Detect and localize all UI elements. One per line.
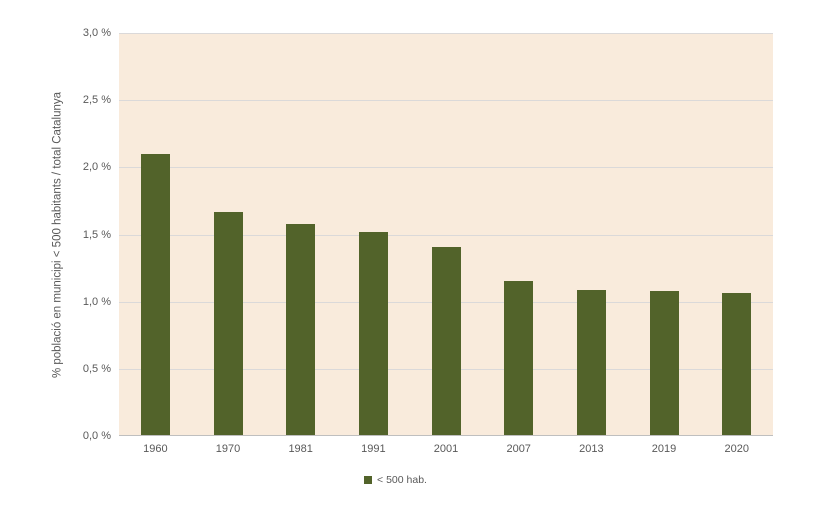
y-axis-tick-label: 0,0 % bbox=[82, 430, 111, 442]
x-axis-label: 2019 bbox=[651, 443, 677, 455]
x-axis-labels: 1960 1970 1981 1991 2001 2007 2013 2019 2020 bbox=[119, 443, 773, 455]
bar-slot bbox=[337, 32, 410, 435]
bar-slot bbox=[700, 32, 773, 435]
x-axis-label: 2007 bbox=[506, 443, 531, 455]
bar-slot bbox=[410, 32, 483, 435]
bar-slot bbox=[482, 32, 555, 435]
y-axis-tick-label: 2,5 % bbox=[82, 94, 111, 106]
bar-2020 bbox=[722, 293, 752, 435]
bar-slot bbox=[119, 32, 192, 435]
y-axis-tick-label: 3,0 % bbox=[82, 27, 111, 39]
gridline bbox=[119, 235, 773, 236]
bar-1981 bbox=[286, 224, 316, 435]
x-axis-label: 2001 bbox=[433, 443, 459, 455]
x-axis-label: 1960 bbox=[143, 443, 168, 455]
bar-2001 bbox=[431, 247, 461, 435]
bar-slot bbox=[192, 32, 265, 435]
bar-slot bbox=[555, 32, 628, 435]
gridline bbox=[119, 167, 773, 168]
plot-area bbox=[119, 33, 773, 436]
bar-slot bbox=[264, 32, 337, 435]
gridline bbox=[119, 33, 773, 34]
bar-1991 bbox=[358, 232, 388, 435]
bar-2007 bbox=[504, 281, 534, 435]
y-axis-tick-label: 0,5 % bbox=[82, 363, 111, 375]
gridline bbox=[119, 100, 773, 101]
bar-1970 bbox=[213, 212, 243, 435]
x-axis-label: 1970 bbox=[215, 443, 241, 455]
legend-series-marker-icon bbox=[364, 476, 373, 484]
x-axis-label: 1991 bbox=[361, 443, 386, 455]
y-axis-tick-label: 2,0 % bbox=[82, 161, 111, 173]
x-axis-label: 2020 bbox=[724, 443, 749, 455]
x-axis-line bbox=[119, 435, 773, 436]
x-axis-label: 1981 bbox=[288, 443, 313, 455]
x-axis-label: 2013 bbox=[579, 443, 604, 455]
bar-2013 bbox=[576, 290, 606, 435]
y-axis-tick-labels: 0,0 % 0,5 % 1,0 % 1,5 % 2,0 % 2,5 % 3,0 % bbox=[0, 0, 111, 524]
bar-1960 bbox=[140, 154, 170, 435]
bar-2019 bbox=[649, 291, 679, 435]
legend: < 500 hab. bbox=[0, 474, 804, 486]
y-axis-tick-label: 1,5 % bbox=[82, 229, 111, 241]
bars-row bbox=[119, 32, 773, 435]
y-axis-tick-label: 1,0 % bbox=[82, 296, 111, 308]
bar-slot bbox=[628, 32, 701, 435]
legend-series-label: < 500 hab. bbox=[377, 474, 427, 486]
